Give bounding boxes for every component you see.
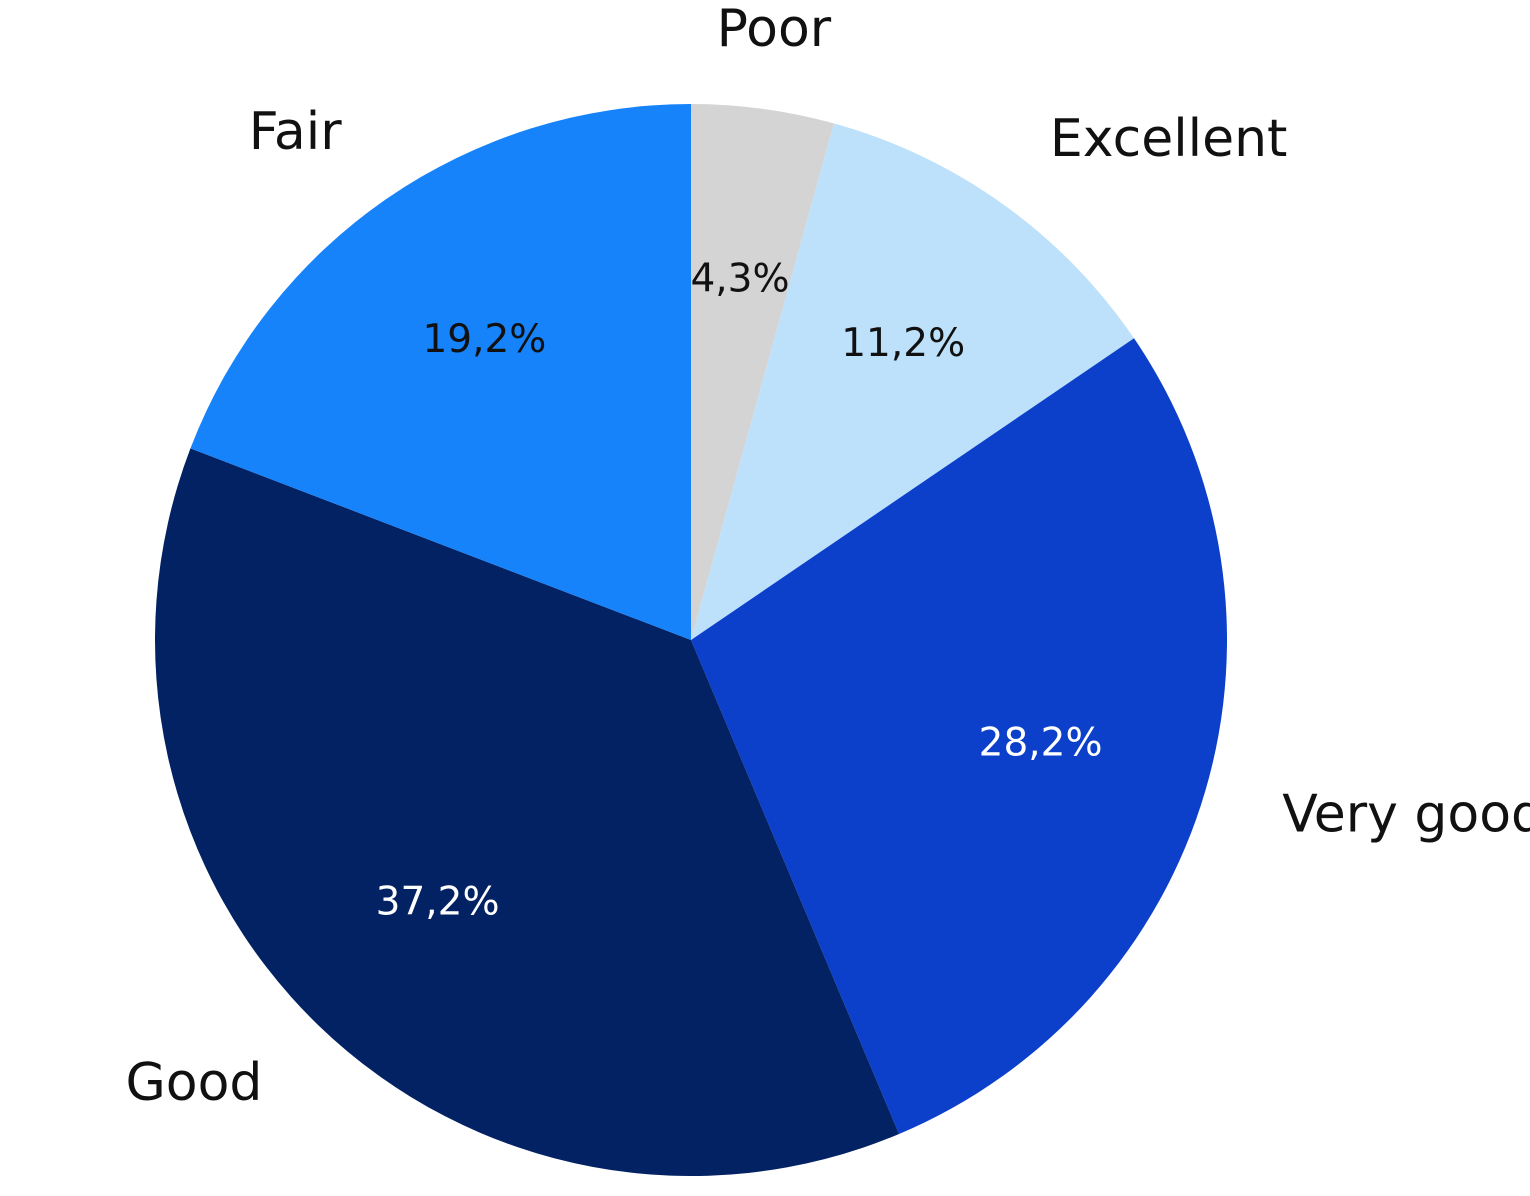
category-label-excellent: Excellent <box>1050 109 1288 169</box>
category-label-fair: Fair <box>249 102 342 162</box>
value-label-good: 37,2% <box>376 879 500 924</box>
pie-slice-fair <box>190 104 691 640</box>
pie-slice-very-good <box>691 338 1227 1134</box>
pie-slice-excellent <box>691 123 1135 640</box>
category-label-very-good: Very good <box>1282 785 1530 845</box>
category-label-poor: Poor <box>717 0 832 59</box>
value-label-very-good: 28,2% <box>979 721 1103 766</box>
category-label-good: Good <box>125 1053 262 1113</box>
value-label-fair: 19,2% <box>422 317 546 362</box>
value-label-excellent: 11,2% <box>841 321 965 366</box>
pie-slice-poor <box>691 104 834 640</box>
pie-category-labels: Poor Excellent Very good Good Fair <box>125 0 1530 1113</box>
pie-value-labels: 4,3% 11,2% 28,2% 37,2% 19,2% <box>376 256 1103 924</box>
pie-slices <box>155 104 1227 1176</box>
pie-slice-good <box>155 448 900 1176</box>
value-label-poor: 4,3% <box>690 256 789 301</box>
